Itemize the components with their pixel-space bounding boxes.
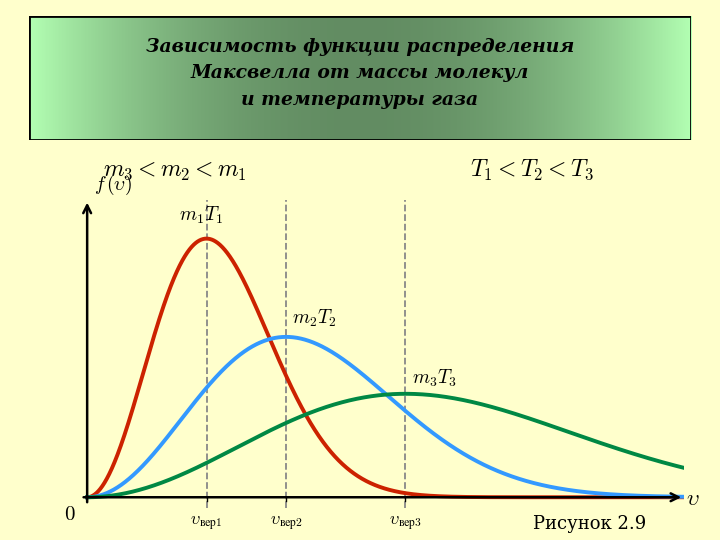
- Text: $\upsilon$: $\upsilon$: [686, 488, 700, 510]
- Text: Рисунок 2.9: Рисунок 2.9: [533, 515, 646, 534]
- Text: $0$: $0$: [64, 505, 76, 524]
- Text: $f\,(\upsilon)$: $f\,(\upsilon)$: [94, 173, 132, 197]
- Text: $m_3T_3$: $m_3T_3$: [412, 367, 456, 389]
- Text: $m_2T_2$: $m_2T_2$: [292, 308, 337, 329]
- Text: $\upsilon_{\rm вер2}$: $\upsilon_{\rm вер2}$: [269, 515, 302, 534]
- Text: $m_1T_1$: $m_1T_1$: [179, 205, 223, 226]
- Text: Зависимость функции распределения
Максвелла от массы молекул
и температуры газа: Зависимость функции распределения Максве…: [146, 38, 574, 109]
- Text: $m_3 < m_2 < m_1$: $m_3 < m_2 < m_1$: [102, 159, 246, 181]
- Text: $\upsilon_{\rm вер3}$: $\upsilon_{\rm вер3}$: [389, 515, 422, 534]
- Text: $\upsilon_{\rm вер1}$: $\upsilon_{\rm вер1}$: [190, 515, 222, 534]
- Text: $T_1 < T_2 < T_3$: $T_1 < T_2 < T_3$: [470, 158, 594, 183]
